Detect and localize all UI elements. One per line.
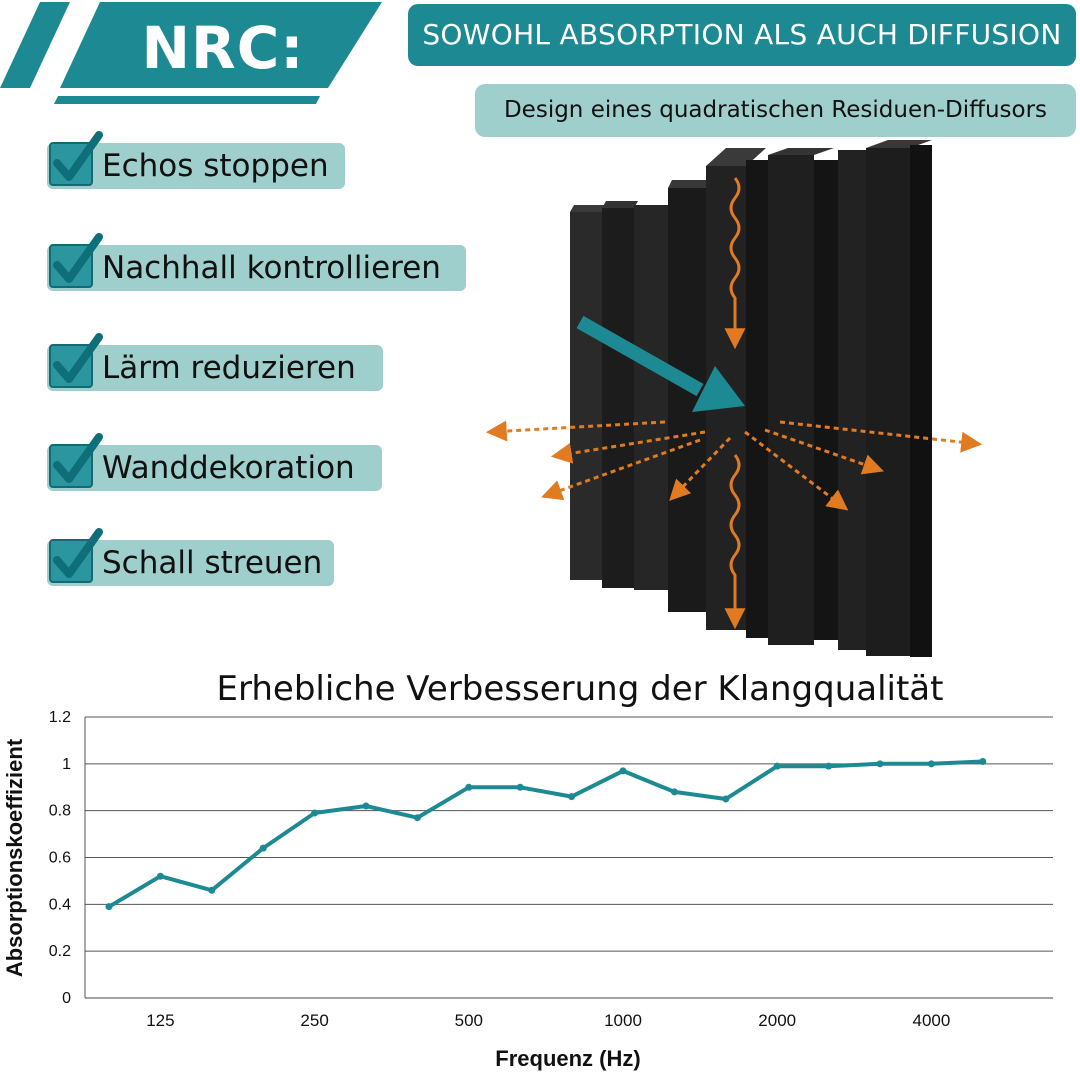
data-point [259, 844, 267, 852]
y-tick-label: 0.2 [49, 943, 71, 960]
chart-title: Erhebliche Verbesserung der Klangqualitä… [216, 669, 944, 709]
y-tick-label: 0.8 [49, 803, 71, 820]
data-point [311, 809, 319, 817]
feature-label: Schall streuen [102, 545, 323, 581]
headline-banner: SOWOHL ABSORPTION ALS AUCH DIFFUSION [408, 4, 1076, 66]
y-tick-label: 1.2 [49, 709, 71, 726]
checkbox-check-icon [49, 333, 103, 388]
feature-nachhall: Nachhall kontrollieren [47, 233, 466, 291]
feature-wanddekoration: Wanddekoration [47, 433, 382, 491]
x-axis-ticks: 125 250 500 1000 2000 4000 [146, 1011, 950, 1030]
nrc-banner [0, 2, 382, 104]
checkbox-check-icon [49, 233, 103, 288]
feature-laerm: Lärm reduzieren [47, 333, 383, 391]
diffuser-panel-illustration [485, 140, 983, 657]
data-point [362, 802, 370, 810]
x-axis-title: Frequenz (Hz) [495, 1046, 640, 1071]
data-point [516, 783, 524, 791]
data-point [619, 767, 627, 775]
y-tick-label: 0 [62, 990, 71, 1007]
feature-label: Lärm reduzieren [102, 350, 356, 386]
y-axis-title: Absorptionskoeffizient [2, 738, 27, 977]
checkbox-check-icon [49, 131, 103, 186]
data-point [773, 762, 781, 770]
data-point [825, 762, 833, 770]
data-point [670, 788, 678, 796]
data-point [979, 757, 987, 765]
data-point [465, 783, 473, 791]
y-tick-label: 0.6 [49, 850, 71, 867]
data-point [208, 886, 216, 894]
x-tick-label: 250 [300, 1011, 328, 1030]
diffuser-wells [570, 140, 932, 657]
feature-label: Nachhall kontrollieren [102, 250, 441, 286]
x-tick-label: 2000 [758, 1011, 796, 1030]
x-tick-label: 125 [146, 1011, 174, 1030]
absorption-wave-arrow [724, 177, 746, 350]
series-points [105, 757, 987, 911]
subheadline-banner: Design eines quadratischen Residuen-Diff… [475, 84, 1076, 137]
y-axis-ticks: 0 0.2 0.4 0.6 0.8 1 1.2 [49, 709, 71, 1007]
incoming-sound-arrow [576, 315, 745, 412]
diffusion-arrows [485, 420, 983, 511]
x-tick-label: 1000 [604, 1011, 642, 1030]
data-point [413, 814, 421, 822]
feature-label: Wanddekoration [102, 450, 355, 486]
absorption-line-chart: 00.20.40.60.811.2 125 250 500 1000 2000 4000 … [2, 709, 1053, 1071]
chart-gridlines [84, 716, 1053, 999]
feature-schall: Schall streuen [47, 528, 334, 586]
y-tick-label: 1 [62, 756, 71, 773]
data-point [876, 760, 884, 768]
data-point [927, 760, 935, 768]
feature-label: Echos stoppen [102, 148, 329, 184]
feature-echos: Echos stoppen [47, 131, 345, 189]
nrc-rating: NRC: 0.9 [141, 14, 305, 162]
y-tick-label: 0.4 [49, 896, 71, 913]
checkbox-check-icon [49, 433, 103, 488]
series-line [107, 759, 983, 909]
data-point [105, 903, 113, 911]
x-tick-label: 500 [455, 1011, 483, 1030]
data-point [722, 795, 730, 803]
absorption-wave-arrow [724, 454, 746, 630]
data-point [568, 793, 576, 801]
data-point [156, 872, 164, 880]
x-tick-label: 4000 [912, 1011, 950, 1030]
checkbox-check-icon [49, 528, 103, 583]
